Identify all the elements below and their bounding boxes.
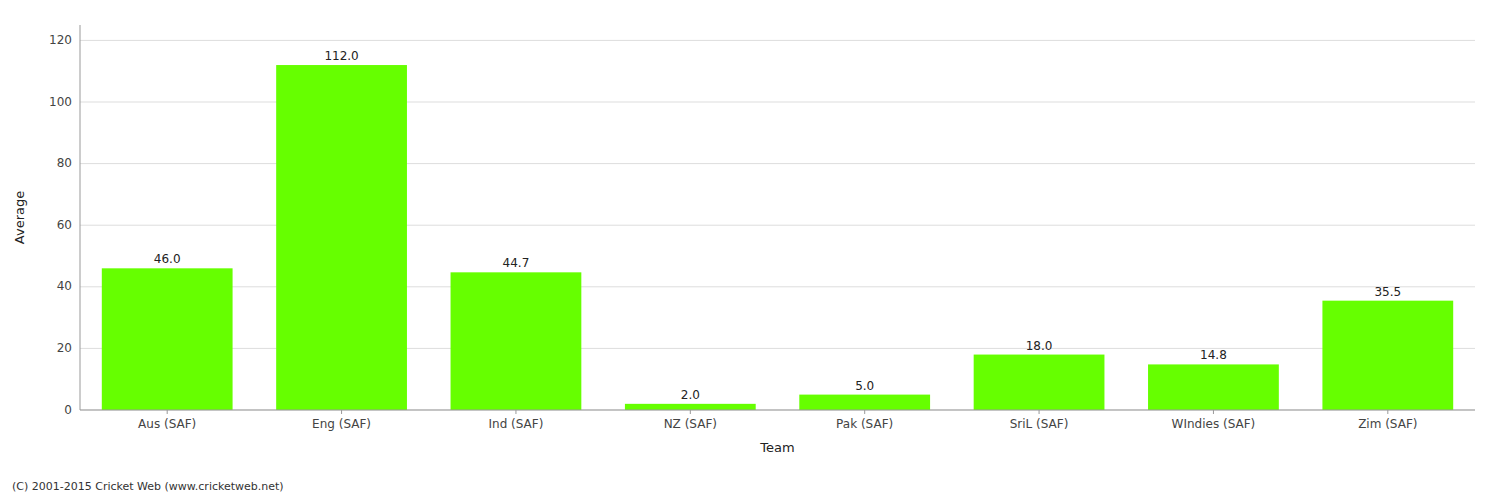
bar: [799, 395, 930, 410]
x-tick: [515, 410, 516, 414]
bar: [102, 268, 233, 410]
chart-svg: 0 20 40 60 80 100 120 46.0 112.0 44.7 2.0 5.0 18.0 14…: [0, 0, 1500, 500]
x-tick: [864, 410, 865, 414]
data-labels: 46.0 112.0 44.7 2.0 5.0 18.0 14.8 35.5: [154, 49, 1401, 402]
bar: [276, 65, 407, 410]
y-tick-label: 80: [57, 156, 72, 170]
x-tick-label: SriL (SAF): [1010, 417, 1069, 431]
data-label: 112.0: [324, 49, 358, 63]
y-tick-label: 0: [64, 403, 72, 417]
x-tick: [1039, 410, 1040, 414]
y-axis-label: Average: [12, 191, 27, 244]
x-axis-label: Team: [759, 440, 794, 455]
x-tick: [1213, 410, 1214, 414]
footer-text: (C) 2001-2015 Cricket Web (www.cricketwe…: [12, 480, 284, 493]
bar: [974, 355, 1105, 410]
data-label: 44.7: [503, 256, 530, 270]
x-tick: [690, 410, 691, 414]
data-label: 14.8: [1200, 348, 1227, 362]
x-axis: Aus (SAF) Eng (SAF) Ind (SAF) NZ (SAF) Pak (…: [80, 410, 1475, 431]
x-tick-label: Zim (SAF): [1358, 417, 1417, 431]
y-grid: [80, 40, 1475, 410]
y-tick-label: 20: [57, 341, 72, 355]
data-label: 2.0: [681, 388, 700, 402]
data-label: 5.0: [855, 379, 874, 393]
x-tick-label: Aus (SAF): [138, 417, 196, 431]
x-tick: [1387, 410, 1388, 414]
chart-container: 0 20 40 60 80 100 120 46.0 112.0 44.7 2.0 5.0 18.0 14…: [0, 0, 1500, 500]
grid-line: [80, 410, 1475, 411]
x-tick-label: NZ (SAF): [664, 417, 717, 431]
bar: [451, 272, 582, 410]
bar: [625, 404, 756, 410]
data-label: 46.0: [154, 252, 181, 266]
y-tick-label: 40: [57, 279, 72, 293]
x-tick: [167, 410, 168, 414]
y-axis-line: [80, 25, 81, 410]
x-tick-label: Eng (SAF): [312, 417, 371, 431]
y-axis: 0 20 40 60 80 100 120: [49, 25, 80, 417]
x-tick-label: Ind (SAF): [488, 417, 543, 431]
x-tick: [341, 410, 342, 414]
bar: [1148, 364, 1279, 410]
data-label: 35.5: [1374, 285, 1401, 299]
x-tick-label: WIndies (SAF): [1172, 417, 1256, 431]
bars: [102, 65, 1453, 410]
bar: [1322, 301, 1453, 410]
x-axis-line: [80, 410, 1475, 411]
y-tick-label: 100: [49, 95, 72, 109]
grid-line: [80, 40, 1475, 41]
y-tick-label: 60: [57, 218, 72, 232]
data-label: 18.0: [1026, 339, 1053, 353]
y-tick-label: 120: [49, 33, 72, 47]
x-tick-label: Pak (SAF): [836, 417, 893, 431]
